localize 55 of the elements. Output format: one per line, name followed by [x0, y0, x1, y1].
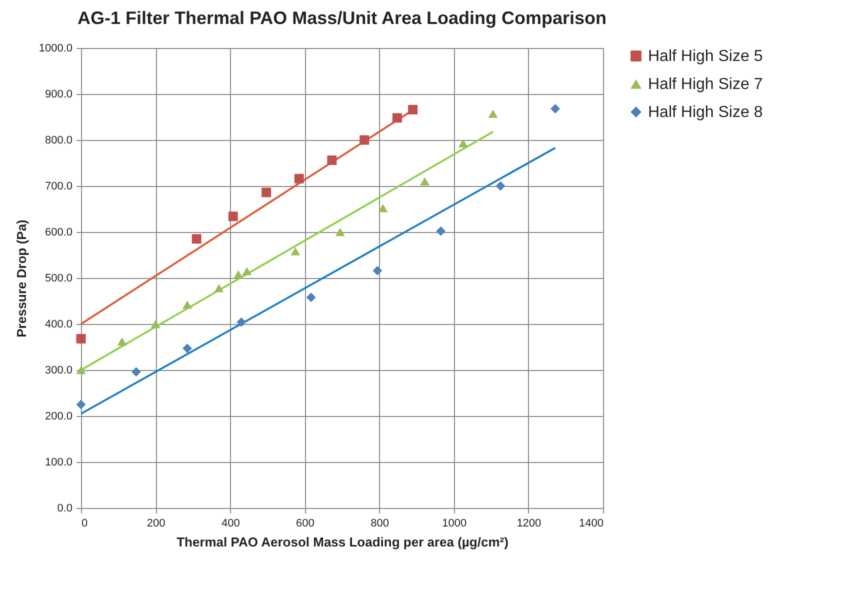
y-tick-label: 1000.0	[38, 42, 72, 54]
point	[420, 177, 430, 186]
x-axis-title: Thermal PAO Aerosol Mass Loading per area (µg/cm²)	[176, 534, 508, 550]
point	[192, 234, 202, 244]
y-tick-label: 300.0	[44, 364, 72, 376]
point	[76, 400, 86, 410]
point	[458, 139, 468, 148]
chart-title: AG-1 Filter Thermal PAO Mass/Unit Area Loading Comparison	[77, 8, 607, 28]
point	[228, 212, 238, 222]
point	[294, 174, 304, 184]
point	[335, 228, 345, 236]
point	[182, 300, 192, 309]
point	[262, 188, 272, 198]
point	[76, 334, 86, 344]
x-tick-label: 1200	[516, 518, 542, 530]
y-axis-title: Pressure Drop (Pa)	[14, 220, 29, 338]
point	[372, 266, 382, 276]
point	[436, 226, 446, 236]
x-tick-label: 1400	[579, 518, 604, 530]
point	[131, 367, 141, 377]
point	[360, 135, 370, 145]
legend-label: Half High Size 7	[648, 76, 763, 93]
y-tick-label: 500.0	[44, 272, 72, 284]
point	[327, 155, 337, 165]
point	[117, 337, 127, 346]
point	[306, 292, 316, 302]
point	[408, 104, 418, 114]
point	[150, 320, 160, 328]
y-tick-label: 700.0	[44, 180, 72, 192]
point	[496, 181, 506, 191]
y-tick-label: 600.0	[44, 226, 72, 238]
point	[236, 317, 246, 327]
y-tick-label: 900.0	[44, 88, 72, 100]
y-tick-label: 100.0	[44, 456, 72, 468]
point	[290, 247, 300, 256]
point	[214, 284, 224, 292]
x-tick-label: 200	[146, 518, 166, 530]
point	[488, 110, 498, 118]
y-tick-label: 400.0	[44, 318, 72, 330]
x-tick-label: 600	[296, 518, 314, 530]
point	[182, 344, 192, 354]
legend-label: Half High Size 8	[648, 104, 763, 121]
point	[234, 270, 244, 278]
y-tick-label: 800.0	[44, 134, 72, 146]
point	[392, 113, 402, 123]
x-tick-label: 400	[221, 518, 240, 530]
x-tick-label: 800	[370, 518, 389, 530]
point	[378, 204, 388, 212]
legend-label: Half High Size 5	[648, 48, 763, 65]
y-tick-label: 200.0	[44, 410, 72, 422]
point	[550, 104, 560, 114]
y-tick-label: 0.0	[57, 502, 72, 514]
point	[242, 266, 252, 276]
x-tick-label: 0	[82, 518, 88, 530]
x-tick-label: 1000	[442, 518, 467, 530]
